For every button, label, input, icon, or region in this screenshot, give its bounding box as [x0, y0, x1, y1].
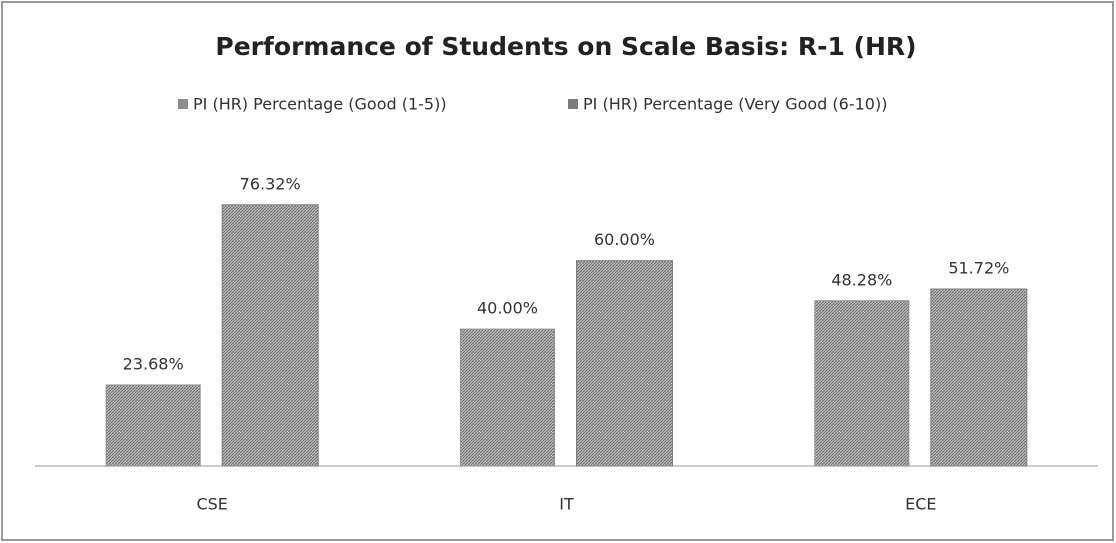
x-tick-label: IT — [559, 495, 574, 514]
legend-label: PI (HR) Percentage (Very Good (6-10)) — [583, 95, 887, 114]
legend-label: PI (HR) Percentage (Good (1-5)) — [193, 95, 447, 114]
chart-title: Performance of Students on Scale Basis: … — [215, 32, 916, 61]
legend-swatch — [568, 99, 578, 109]
data-label: 40.00% — [477, 299, 538, 318]
bar — [814, 300, 910, 467]
bar — [221, 204, 319, 467]
bar — [460, 328, 555, 467]
data-label: 51.72% — [948, 259, 1009, 278]
x-tick-label: CSE — [196, 495, 227, 514]
x-tick-label: ECE — [905, 495, 936, 514]
bar — [576, 260, 673, 467]
bar — [930, 288, 1028, 467]
data-label: 60.00% — [594, 230, 655, 249]
legend-swatch — [178, 99, 188, 109]
data-label: 48.28% — [831, 270, 892, 289]
bar — [105, 384, 201, 467]
data-label: 76.32% — [240, 174, 301, 193]
data-label: 23.68% — [123, 354, 184, 373]
